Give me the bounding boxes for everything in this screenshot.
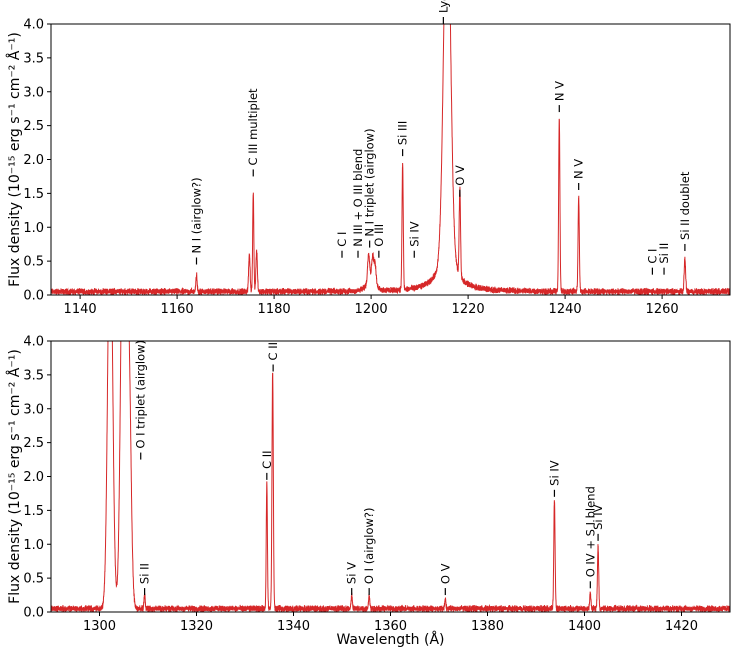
line-annotation: C III multiplet: [246, 88, 260, 177]
annotation-label: N V: [552, 81, 566, 101]
spectrum-line: [51, 341, 730, 612]
x-tick-label: 1380: [471, 619, 504, 634]
y-tick-label: 4.0: [23, 18, 44, 33]
y-axis-label: Flux density (10⁻¹⁵ erg s⁻¹ cm⁻² Å⁻¹): [6, 32, 23, 287]
y-tick-label: 3.0: [23, 402, 44, 417]
annotation-label: O IV + S I blend: [583, 486, 597, 577]
y-tick-label: 0.5: [23, 255, 44, 270]
y-tick-label: 2.5: [23, 119, 44, 134]
annotation-label: N V: [572, 159, 586, 179]
line-annotation: Si II doublet: [678, 171, 692, 251]
y-tick-label: 0.5: [23, 572, 44, 587]
line-annotation: O I triplet (airglow): [134, 340, 148, 460]
line-annotation: O IV + S I blend: [583, 486, 597, 589]
upper-spectrum-panel: 1140 1160 1180 1200 1220 1240 1260 0.0 0.5 1.0 1.5…: [6, 0, 731, 317]
x-axis-label: Wavelength (Å): [336, 631, 444, 648]
y-tick-label: 1.0: [23, 221, 44, 236]
annotation-label: C I: [645, 249, 659, 264]
line-annotation: N V: [572, 159, 586, 190]
y-tick-label: 0.0: [23, 289, 44, 304]
y-tick-label: 2.0: [23, 470, 44, 485]
line-annotation: O III: [372, 224, 386, 258]
annotation-label: Si IV: [547, 460, 561, 486]
y-tick-label: 0.0: [23, 606, 44, 621]
line-annotation: N I (airglow?): [190, 177, 204, 265]
line-annotation: Si IV: [407, 221, 421, 258]
x-tick-label: 1340: [277, 619, 310, 634]
x-tick-label: 1180: [258, 302, 291, 317]
x-tick-label: 1200: [355, 302, 388, 317]
y-axis-label: Flux density (10⁻¹⁵ erg s⁻¹ cm⁻² Å⁻¹): [6, 349, 23, 604]
line-annotation: N III + O III blend: [351, 149, 365, 258]
x-tick-label: 1260: [646, 302, 679, 317]
line-annotation: Si V: [345, 562, 359, 596]
line-annotation: C I: [645, 249, 659, 275]
annotation-label: Si IV: [591, 504, 605, 530]
annotation-label: O V: [453, 165, 467, 186]
y-tick-label: 2.0: [23, 153, 44, 168]
line-annotation: Si II: [138, 563, 152, 596]
x-tick-label: 1220: [452, 302, 485, 317]
y-tick-label: 3.5: [23, 51, 44, 66]
annotation-label: N I triplet (airglow): [363, 128, 377, 236]
annotation-label: O I (airglow?): [362, 508, 376, 585]
line-annotation: Si IV: [591, 504, 605, 541]
annotation-label: C III multiplet: [246, 88, 260, 165]
annotation-label: Si II: [657, 243, 671, 264]
x-tick-label: 1160: [161, 302, 194, 317]
annotation-label: C I: [335, 232, 349, 247]
line-annotation: Si IV: [547, 460, 561, 497]
plot-frame: [50, 340, 731, 613]
annotation-label: O V: [438, 563, 452, 584]
y-tick-label: 1.5: [23, 187, 44, 202]
line-annotation: O V: [453, 165, 467, 197]
annotation-label: Si III: [396, 121, 410, 145]
x-tick-label: 1140: [64, 302, 97, 317]
annotation-label: C II: [260, 450, 274, 468]
x-tick-label: 1320: [180, 619, 213, 634]
line-annotation: C I: [335, 232, 349, 258]
line-annotation: N I triplet (airglow): [363, 128, 377, 248]
spectrum-line: [51, 24, 730, 295]
x-tick-label: 1240: [549, 302, 582, 317]
line-annotation: N V: [552, 81, 566, 113]
annotation-label: Si V: [345, 562, 359, 584]
y-tick-label: 1.5: [23, 504, 44, 519]
line-annotation: C II: [260, 450, 274, 480]
line-annotation: Si III: [396, 121, 410, 157]
line-annotation: Lyα (mostly airglow): [436, 0, 450, 24]
annotation-label: Si II: [138, 563, 152, 584]
y-tick-label: 2.5: [23, 436, 44, 451]
y-tick-label: 4.0: [23, 335, 44, 350]
annotation-label: Si II doublet: [678, 171, 692, 240]
line-annotation: Si II: [657, 243, 671, 275]
y-tick-label: 3.0: [23, 85, 44, 100]
annotation-label: Lyα (mostly airglow): [436, 0, 450, 13]
line-annotation: O V: [438, 563, 452, 596]
annotation-label: Si IV: [407, 221, 421, 247]
annotation-label: O III: [372, 224, 386, 247]
x-tick-label: 1300: [83, 619, 116, 634]
annotation-label: C II: [266, 342, 280, 360]
x-tick-label: 1420: [665, 619, 698, 634]
annotation-label: N I (airglow?): [190, 177, 204, 253]
plot-frame: [50, 23, 731, 296]
y-tick-label: 1.0: [23, 538, 44, 553]
annotation-label: O I triplet (airglow): [134, 340, 148, 449]
y-tick-label: 3.5: [23, 368, 44, 383]
lower-spectrum-panel: 1300 1320 1340 1360 1380 1400 1420 0.0 0.5 1.0 1.5…: [6, 335, 731, 648]
x-tick-label: 1400: [568, 619, 601, 634]
annotation-label: N III + O III blend: [351, 149, 365, 247]
line-annotation: C II: [266, 342, 280, 372]
line-annotation: O I (airglow?): [362, 508, 376, 596]
x-tick-label: 1360: [374, 619, 407, 634]
